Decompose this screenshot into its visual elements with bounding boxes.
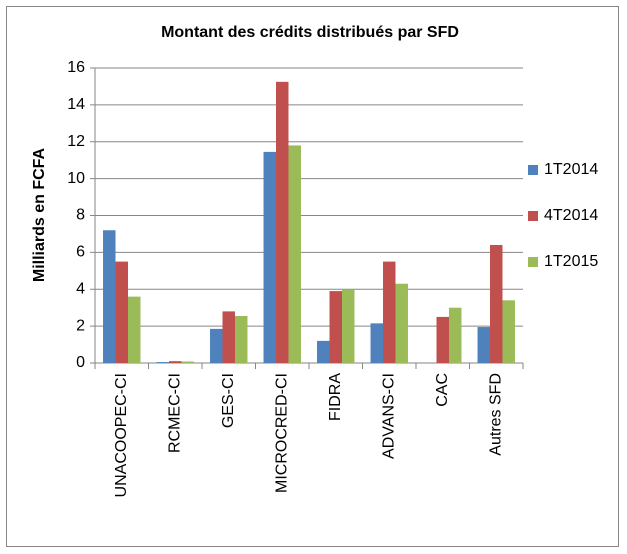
bar (490, 245, 503, 363)
y-tick-label: 14 (67, 96, 85, 113)
x-tick-label: FIDRA (327, 373, 344, 421)
x-tick-label: CAC (434, 373, 451, 407)
y-tick-label: 6 (76, 244, 85, 261)
bar (115, 261, 128, 363)
legend-swatch (528, 257, 538, 267)
bar (329, 291, 342, 363)
bar (502, 300, 515, 363)
bar (288, 145, 301, 363)
bar (103, 230, 116, 363)
y-tick-label: 2 (76, 317, 85, 334)
bar (127, 296, 141, 363)
y-tick-label: 12 (67, 133, 85, 150)
x-tick-label: Autres SFD (487, 373, 504, 456)
bar (263, 151, 277, 363)
legend-label: 1T2015 (544, 253, 598, 270)
x-tick-label: ADVANS-CI (380, 373, 397, 459)
chart-title: Montant des crédits distribués par SFD (161, 24, 459, 41)
bar (341, 289, 355, 363)
x-tick-label: GES-CI (220, 373, 237, 428)
bar (210, 328, 223, 363)
bar (156, 362, 170, 363)
bar (317, 340, 330, 363)
bar (181, 361, 194, 363)
bar (276, 81, 289, 363)
y-tick-label: 0 (76, 354, 85, 371)
legend-label: 4T2014 (544, 207, 598, 224)
bar (370, 323, 384, 363)
legend-label: 1T2014 (544, 161, 598, 178)
y-axis-label: Milliards en FCFA (31, 147, 48, 282)
bar (383, 261, 396, 363)
bar (448, 307, 462, 363)
chart-border (6, 6, 619, 547)
y-tick-label: 4 (76, 280, 85, 297)
legend-swatch (528, 211, 538, 221)
x-tick-label: UNACOOPEC-CI (113, 373, 130, 497)
x-tick-label: MICROCRED-CI (273, 373, 290, 493)
bar (477, 327, 491, 363)
y-tick-label: 16 (67, 59, 85, 76)
bar (234, 315, 248, 363)
bar (436, 316, 449, 363)
bar (395, 283, 408, 363)
y-tick-label: 8 (76, 207, 85, 224)
legend-swatch (528, 165, 538, 175)
bar (222, 311, 235, 363)
x-tick-label: RCMEC-CI (166, 373, 183, 453)
y-tick-label: 10 (67, 170, 85, 187)
bar (169, 361, 182, 363)
